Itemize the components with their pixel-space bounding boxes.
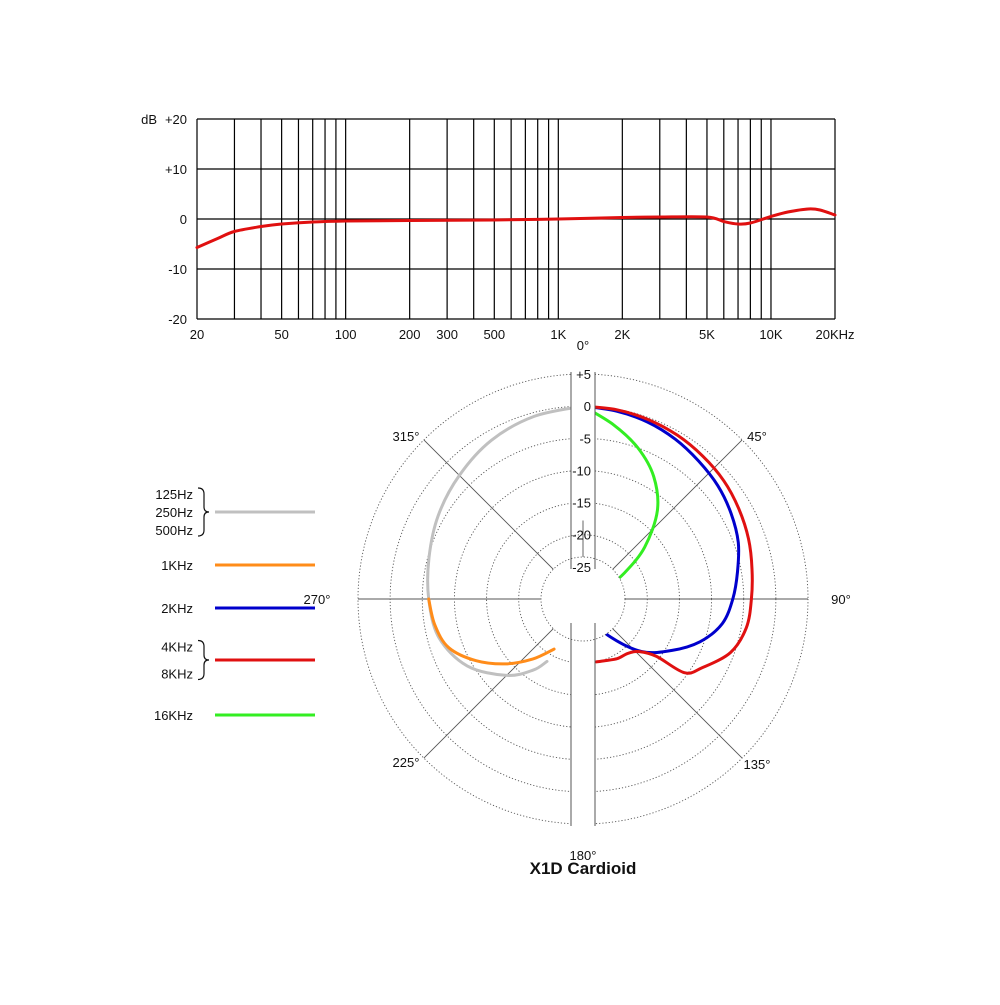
polar-r-tick-label: -15 xyxy=(572,496,591,511)
fr-x-tick-label: 20 xyxy=(190,327,204,342)
polar-legend: 125Hz 250Hz 500Hz 1KHz 2KHz 4KHz 8KHz 16KHz xyxy=(154,487,315,723)
polar-angle-label: 45° xyxy=(747,429,767,444)
fr-x-tick-label: 20KHz xyxy=(815,327,854,342)
fr-y-tick-label: +20 xyxy=(165,112,187,127)
polar-r-tick-label: -20 xyxy=(572,528,591,543)
legend-label: 4KHz xyxy=(161,640,193,655)
fr-x-tick-label: 2K xyxy=(614,327,630,342)
polar-angle-label: 270° xyxy=(304,592,331,607)
legend-label: 125Hz xyxy=(155,487,193,502)
fr-x-tick-label: 300 xyxy=(436,327,458,342)
polar-angle-label: 90° xyxy=(831,592,851,607)
polar-angle-label: 0° xyxy=(577,338,589,353)
frequency-response-series xyxy=(195,207,837,249)
fr-x-tick-label: 10K xyxy=(759,327,782,342)
polar-r-tick-label: 0 xyxy=(584,399,591,414)
polar-angle-label: 135° xyxy=(744,757,771,772)
legend-label: 250Hz xyxy=(155,505,193,520)
fr-y-tick-label: 0 xyxy=(180,212,187,227)
fr-x-tick-label: 50 xyxy=(274,327,288,342)
fr-x-tick-label: 1K xyxy=(550,327,566,342)
chart-title: X1D Cardioid xyxy=(530,859,637,878)
legend-brace xyxy=(197,639,210,681)
fr-x-tick-label: 5K xyxy=(699,327,715,342)
fr-x-tick-label: 100 xyxy=(335,327,357,342)
frequency-response-ticks: 20 50 100 200 300 500 1K 2K 5K 10K 20KHz +20 +10 0 -10… xyxy=(141,112,854,342)
legend-label: 500Hz xyxy=(155,523,193,538)
fr-x-tick-label: 500 xyxy=(483,327,505,342)
fr-x-tick-label: 200 xyxy=(399,327,421,342)
polar-pattern-line xyxy=(581,404,754,675)
legend-label: 1KHz xyxy=(161,558,193,573)
legend-brace xyxy=(197,487,210,537)
fr-y-tick-label: +10 xyxy=(165,162,187,177)
polar-angle-label: 180° xyxy=(570,848,597,863)
rear-gap-strip xyxy=(571,623,595,826)
center-scale-strip xyxy=(571,372,595,521)
polar-r-tick-label: +5 xyxy=(576,367,591,382)
polar-series xyxy=(426,404,754,677)
legend-label: 2KHz xyxy=(161,601,193,616)
polar-overlay: +5 0 -5 -10 -15 -20 -25 xyxy=(540,367,626,826)
polar-labels: 0° 45° 90° 135° 180° 225° 270° 315° xyxy=(304,338,851,863)
polar-pattern-line xyxy=(427,597,556,666)
polar-angle-label: 225° xyxy=(393,755,420,770)
polar-r-tick-label: -5 xyxy=(579,431,591,446)
polar-pattern-line xyxy=(426,404,585,677)
polar-pattern-line xyxy=(581,404,741,655)
center-hub xyxy=(540,556,626,642)
legend-label: 8KHz xyxy=(161,667,193,682)
fr-y-unit-label: dB xyxy=(141,112,157,127)
fr-y-tick-label: -20 xyxy=(168,312,187,327)
polar-r-tick-label: -10 xyxy=(572,463,591,478)
fr-y-tick-label: -10 xyxy=(168,262,187,277)
polar-angle-label: 315° xyxy=(393,429,420,444)
legend-label: 16KHz xyxy=(154,708,193,723)
frequency-response-line xyxy=(195,207,837,249)
polar-r-tick-label: -25 xyxy=(572,560,591,575)
